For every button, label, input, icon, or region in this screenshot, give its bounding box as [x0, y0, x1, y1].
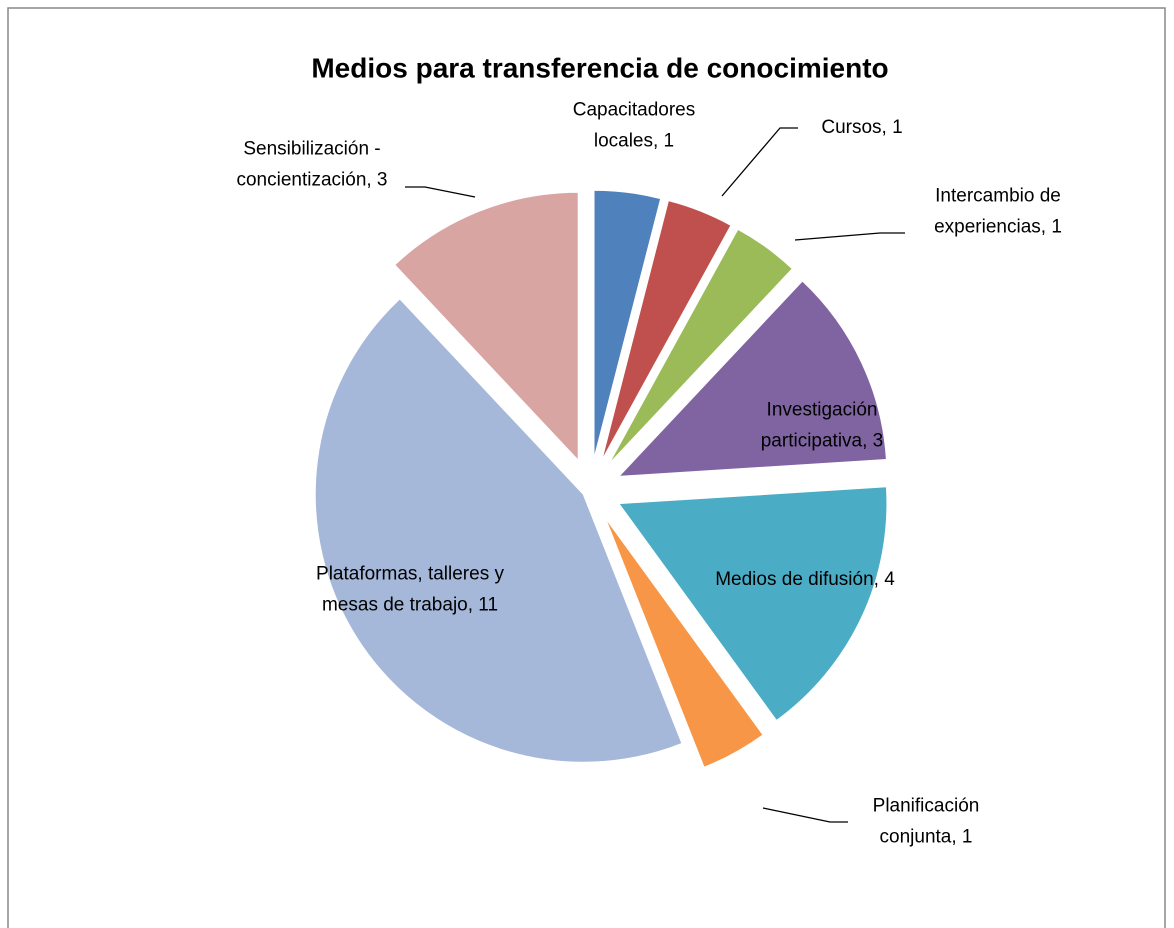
pie-slice: [601, 200, 732, 461]
chart-title: Medios para transferencia de conocimient…: [311, 52, 888, 83]
data-label-line: Planificación: [873, 796, 980, 817]
pie-slice: [617, 280, 887, 477]
data-label-line: conjunta, 1: [880, 827, 973, 848]
data-label: Capacitadores locales, 1: [573, 100, 696, 152]
data-label-line: Capacitadores: [573, 100, 696, 121]
leader-line: [721, 127, 798, 197]
chart-frame: [7, 7, 1166, 928]
data-label: Planificación conjunta, 1: [873, 796, 980, 848]
data-label-line: Medios de difusión, 4: [715, 569, 895, 590]
pie-slice: [618, 486, 888, 722]
data-label: Plataformas, talleres y mesas de trabajo,…: [316, 564, 504, 616]
data-label-line: Cursos, 1: [821, 117, 902, 138]
data-label: Sensibilización - concientización, 3: [236, 139, 387, 191]
data-label-line: participativa, 3: [761, 431, 884, 452]
pie-slice: [608, 228, 793, 465]
data-label-line: mesas de trabajo, 11: [322, 595, 498, 616]
pie-slice: [593, 189, 662, 459]
data-label: Investigación participativa, 3: [761, 400, 884, 452]
data-label: Cursos, 1: [821, 117, 902, 138]
pie-slice: [314, 298, 683, 763]
data-label-line: Intercambio de: [935, 186, 1061, 207]
pie-slice: [394, 191, 579, 462]
data-label-line: Investigación: [767, 400, 878, 421]
data-label-line: Plataformas, talleres y: [316, 564, 504, 585]
pie-slice: [604, 517, 764, 768]
leader-line: [762, 807, 848, 823]
leader-line: [405, 186, 476, 198]
data-label-line: concientización, 3: [236, 170, 387, 191]
data-label: Intercambio de experiencias, 1: [934, 186, 1062, 238]
data-label: Medios de difusión, 4: [715, 569, 895, 590]
data-label-line: Sensibilización -: [243, 139, 380, 160]
leader-line: [794, 232, 905, 241]
data-label-line: locales, 1: [594, 131, 674, 152]
data-label-line: experiencias, 1: [934, 217, 1062, 238]
